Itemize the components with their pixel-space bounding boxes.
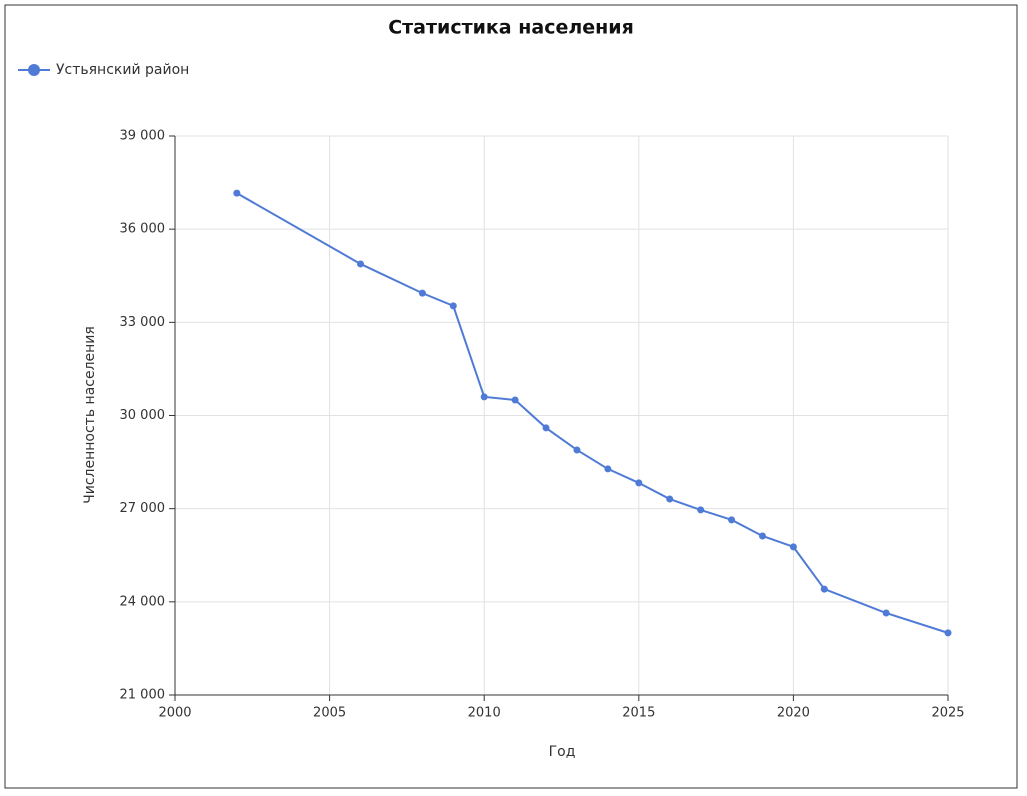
x-tick-label: 2020 <box>777 706 810 721</box>
data-point <box>820 585 828 593</box>
data-point <box>728 516 736 524</box>
data-point <box>635 479 643 487</box>
chart-title: Статистика населения <box>388 17 634 39</box>
data-point <box>573 446 581 454</box>
data-point <box>789 543 797 551</box>
data-point <box>666 495 674 503</box>
data-point <box>542 424 550 432</box>
x-tick-label: 2000 <box>158 706 191 721</box>
x-tick-label: 2010 <box>468 706 501 721</box>
data-point <box>357 260 365 268</box>
y-tick-label: 27 000 <box>120 501 166 516</box>
y-tick-label: 24 000 <box>120 594 166 609</box>
x-tick-label: 2025 <box>931 706 964 721</box>
y-tick-label: 21 000 <box>120 688 166 703</box>
data-point <box>944 629 952 637</box>
x-tick-label: 2015 <box>622 706 655 721</box>
data-point <box>758 532 766 540</box>
data-point <box>511 396 519 404</box>
legend-marker <box>28 64 40 76</box>
y-tick-label: 30 000 <box>120 408 166 423</box>
y-axis-label: Численность населения <box>82 326 98 504</box>
data-point <box>697 506 705 514</box>
y-tick-label: 33 000 <box>120 315 166 330</box>
data-point <box>449 302 457 310</box>
y-tick-label: 36 000 <box>120 222 166 237</box>
x-tick-label: 2005 <box>313 706 346 721</box>
y-tick-label: 39 000 <box>120 129 166 144</box>
data-point <box>480 393 488 401</box>
x-axis-label: Год <box>549 744 576 760</box>
series-line <box>236 192 949 634</box>
frame <box>4 4 1018 789</box>
data-point <box>418 289 426 297</box>
data-point <box>882 609 890 617</box>
data-point <box>604 465 612 473</box>
legend-label: Устьянский район <box>56 62 189 78</box>
data-point <box>233 189 241 197</box>
